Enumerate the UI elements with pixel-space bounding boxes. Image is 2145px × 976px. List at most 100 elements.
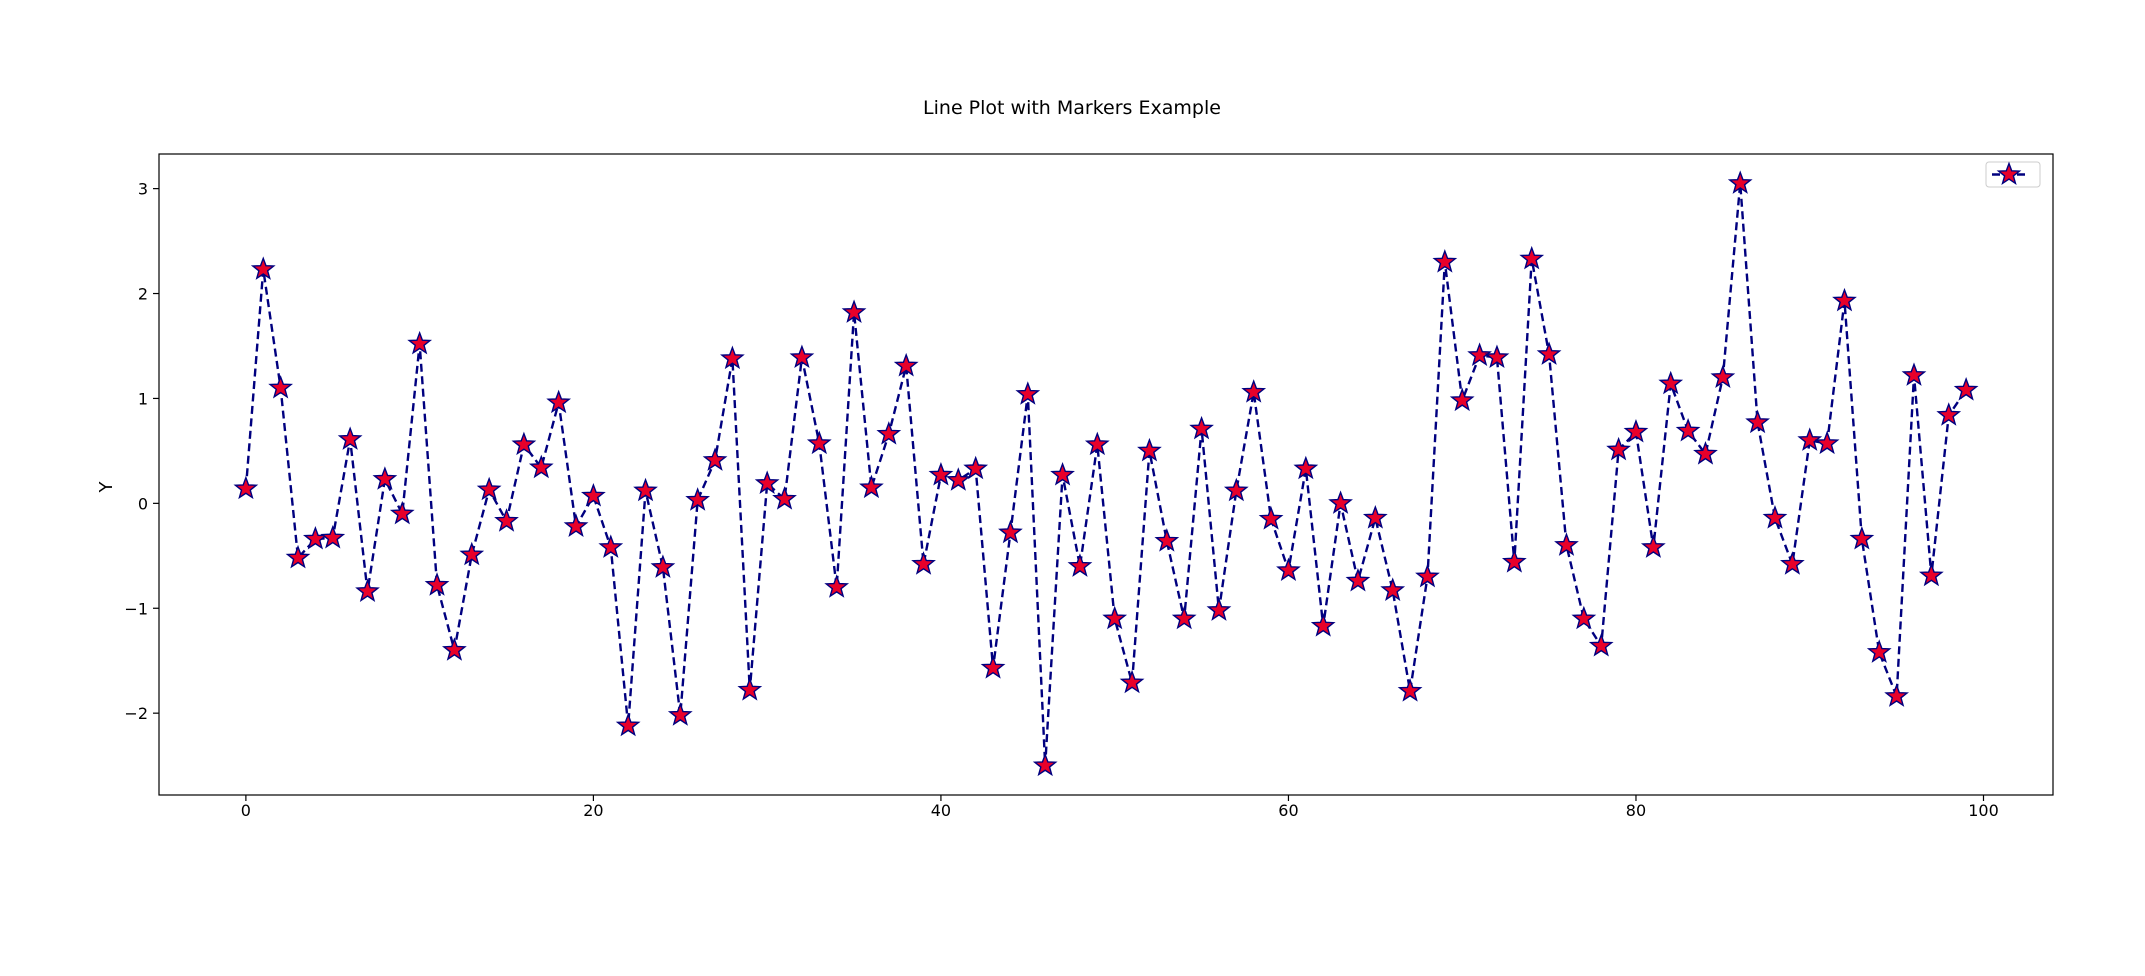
- data-point-star: [876, 421, 902, 445]
- data-point-star: [1901, 362, 1927, 386]
- y-tick-label: −2: [124, 704, 148, 723]
- legend-star-marker: [1996, 161, 2022, 186]
- data-point-star: [528, 454, 554, 479]
- data-point-star: [1571, 605, 1597, 630]
- data-point-star: [806, 430, 832, 455]
- data-point-star: [546, 389, 572, 414]
- data-point-star: [1119, 669, 1145, 694]
- data-point-star: [1484, 344, 1510, 369]
- series-line: [244, 183, 1968, 766]
- data-point-star: [1623, 419, 1649, 443]
- data-point-star: [1849, 526, 1875, 550]
- data-point-star: [511, 431, 537, 456]
- data-point-star: [1154, 528, 1180, 552]
- data-point-star: [1814, 430, 1840, 455]
- data-point-star: [581, 483, 606, 507]
- data-point-star: [928, 462, 954, 486]
- data-point-star: [320, 524, 346, 549]
- data-point-star: [1658, 370, 1684, 395]
- y-tick-label: −1: [124, 599, 148, 618]
- x-tick-label: 100: [1968, 801, 1999, 820]
- data-point-star: [1084, 431, 1110, 456]
- data-point-star: [650, 554, 676, 578]
- data-point-star: [1362, 505, 1388, 529]
- data-point-star: [1588, 633, 1614, 657]
- data-point-star: [442, 637, 467, 661]
- data-point-star: [633, 477, 658, 502]
- data-point-star: [841, 299, 867, 323]
- data-point-star: [1606, 436, 1631, 461]
- data-point-star: [1432, 249, 1458, 273]
- chart-title: Line Plot with Markers Example: [923, 97, 1221, 119]
- data-point-star: [598, 534, 624, 558]
- data-point-star: [1276, 557, 1301, 582]
- x-tick-label: 20: [583, 801, 603, 820]
- data-point-star: [945, 467, 971, 491]
- data-point-star: [389, 500, 415, 525]
- data-point-star: [285, 544, 311, 569]
- data-point-star: [1328, 490, 1353, 514]
- x-tick-label: 60: [1278, 801, 1298, 820]
- y-tick-label: 0: [138, 494, 148, 513]
- data-point-star: [1519, 245, 1545, 270]
- plot-area: 0 20 40 60 80 100 −2 −1 0 1 2 3: [124, 153, 2054, 820]
- data-point-star: [1953, 377, 1979, 401]
- data-point-star: [963, 455, 989, 480]
- data-point-star: [424, 572, 450, 596]
- data-point-star: [355, 578, 380, 602]
- data-point-star: [1415, 563, 1440, 588]
- data-point-star: [1241, 379, 1267, 403]
- data-point-star: [1693, 441, 1718, 465]
- data-point-star: [702, 447, 728, 471]
- data-point-star: [1258, 506, 1284, 530]
- data-point-star: [859, 474, 884, 499]
- x-tick-label: 0: [241, 801, 251, 820]
- data-point-star: [1102, 605, 1128, 630]
- data-point-star: [563, 513, 589, 537]
- data-point-star: [372, 466, 398, 490]
- data-point-star: [1675, 417, 1701, 442]
- data-point-star: [1206, 597, 1232, 621]
- data-point-star: [1536, 341, 1562, 365]
- data-point-star: [1310, 613, 1336, 637]
- data-point-star: [685, 487, 711, 511]
- data-point-star: [1918, 562, 1944, 587]
- data-point-star: [337, 426, 363, 450]
- data-point-star: [1762, 505, 1788, 529]
- data-point-star: [824, 574, 850, 598]
- data-point-star: [911, 551, 936, 575]
- x-tick-label: 80: [1626, 801, 1646, 820]
- x-tick-label: 40: [931, 801, 951, 820]
- plot-frame: [158, 153, 2054, 796]
- data-point-star: [1015, 381, 1041, 405]
- data-point-star: [1797, 427, 1823, 451]
- data-point-star: [789, 344, 815, 369]
- data-point-star: [1640, 534, 1666, 558]
- data-point-star: [1866, 639, 1892, 663]
- data-point-star: [1171, 605, 1197, 630]
- data-point-star: [1884, 683, 1909, 707]
- data-point-star: [1727, 170, 1753, 194]
- data-point-star: [1067, 553, 1093, 577]
- data-point-star: [1832, 287, 1857, 312]
- data-point-star: [1050, 462, 1075, 486]
- data-point-star: [268, 374, 294, 399]
- data-point-star: [720, 345, 745, 370]
- data-point-star: [1745, 409, 1770, 434]
- data-point-star: [1501, 549, 1527, 573]
- data-point-star: [476, 476, 502, 501]
- y-axis-label: Y: [96, 481, 117, 494]
- y-tick-label: 2: [138, 285, 148, 304]
- data-point-star: [1936, 402, 1962, 426]
- data-point-star: [1449, 387, 1475, 412]
- data-point-star: [1467, 342, 1492, 366]
- data-point-star: [1710, 364, 1736, 388]
- data-point-star: [893, 352, 919, 377]
- data-point-star: [1032, 752, 1058, 777]
- y-tick-label: 1: [138, 389, 148, 408]
- data-point-star: [250, 256, 276, 280]
- data-point-star: [1345, 567, 1371, 592]
- data-point-star: [1397, 678, 1423, 702]
- data-point-star: [1223, 477, 1249, 502]
